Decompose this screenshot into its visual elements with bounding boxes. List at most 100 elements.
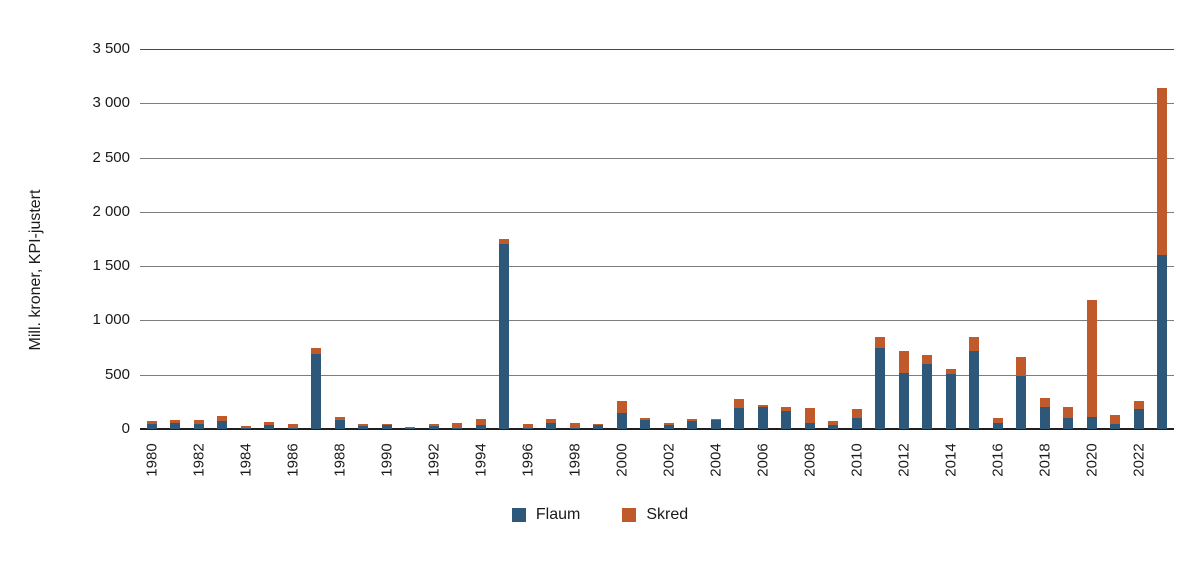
bar-1995-skred (499, 239, 510, 245)
flaum-legend-label: Flaum (535, 506, 581, 523)
x-tick-label-text: 1996 (519, 443, 537, 477)
bar-1981-flaum (170, 423, 181, 429)
bar-2009-flaum (828, 424, 839, 429)
gridline-1000 (140, 320, 1174, 322)
x-tick-label-1982: 1982 (190, 437, 208, 483)
bar-1988-skred (334, 417, 345, 420)
x-tick-label-1980: 1980 (143, 437, 161, 483)
gridline-2500 (140, 157, 1174, 159)
bar-1989-flaum (358, 426, 369, 429)
bar-2000-flaum (616, 412, 627, 429)
bar-1986-skred (287, 424, 298, 429)
bar-1994-skred (475, 418, 486, 425)
bar-1990-skred (381, 423, 392, 426)
bar-2022-flaum (1133, 409, 1144, 429)
bar-1989-skred (358, 423, 369, 427)
x-tick-label-1992: 1992 (425, 437, 443, 483)
x-tick-label-2006: 2006 (754, 437, 772, 483)
bar-2000-skred (616, 400, 627, 413)
bar-2001-flaum (640, 419, 651, 429)
bar-1985-skred (264, 421, 275, 426)
bar-2016-skred (992, 417, 1003, 423)
gridline-3000 (140, 103, 1174, 105)
x-axis-line (140, 428, 1174, 430)
bar-2013-skred (922, 354, 933, 364)
x-tick-label-1984: 1984 (237, 437, 255, 483)
bar-2003-skred (687, 419, 698, 422)
bar-1984-skred (240, 426, 251, 429)
bar-2014-flaum (945, 374, 956, 429)
bar-2001-skred (640, 418, 651, 420)
x-tick-label-2012: 2012 (895, 437, 913, 483)
x-tick-label-2016: 2016 (989, 437, 1007, 483)
gridline-1500 (140, 266, 1174, 268)
bar-2022-skred (1133, 401, 1144, 410)
y-tick-label-500: 500 (104, 365, 130, 383)
bar-1984-flaum (240, 428, 251, 429)
bar-1999-flaum (593, 425, 604, 429)
legend: Flaum Skred (0, 506, 1200, 524)
bar-1980-flaum (146, 424, 157, 429)
bar-1998-flaum (569, 427, 580, 429)
bar-2016-flaum (992, 422, 1003, 429)
bar-2005-flaum (734, 408, 745, 429)
bar-1988-flaum (334, 419, 345, 429)
gridline-500 (140, 374, 1174, 376)
x-tick-label-text: 1988 (331, 443, 349, 477)
bar-1985-flaum (264, 425, 275, 429)
y-tick-label-0: 0 (121, 420, 130, 437)
skred-legend-label: Skred (646, 506, 689, 523)
x-tick-label-2018: 2018 (1036, 437, 1054, 483)
bar-2004-flaum (710, 419, 721, 429)
x-tick-label-2008: 2008 (801, 437, 819, 483)
bar-1990-flaum (381, 425, 392, 429)
y-tick-label-1500: 1 500 (92, 257, 130, 275)
bar-1997-skred (546, 419, 557, 423)
bar-2017-flaum (1016, 375, 1027, 429)
bar-2007-flaum (781, 411, 792, 429)
x-tick-label-1988: 1988 (331, 437, 349, 483)
bar-2013-flaum (922, 363, 933, 429)
bar-2008-skred (804, 407, 815, 424)
bar-2015-skred (969, 337, 980, 351)
x-tick-label-text: 2002 (660, 443, 678, 477)
x-tick-label-text: 2006 (754, 443, 772, 477)
x-tick-label-1994: 1994 (472, 437, 490, 483)
bar-1980-skred (146, 421, 157, 425)
bar-1982-skred (193, 420, 204, 424)
x-tick-label-text: 1990 (378, 443, 396, 477)
bar-1987-skred (311, 348, 322, 355)
bar-1998-skred (569, 423, 580, 428)
bar-1995-flaum (499, 244, 510, 429)
bar-1991-flaum (405, 428, 416, 429)
bar-1991-skred (405, 426, 416, 429)
bar-2009-skred (828, 421, 839, 425)
bar-1983-flaum (217, 421, 228, 429)
bar-1996-skred (522, 424, 533, 429)
x-tick-label-text: 1984 (237, 443, 255, 477)
bar-2020-skred (1086, 300, 1097, 417)
bar-2002-skred (663, 422, 674, 426)
bar-2018-skred (1039, 397, 1050, 408)
x-tick-label-1996: 1996 (519, 437, 537, 483)
bar-2003-flaum (687, 421, 698, 429)
x-tick-label-text: 2008 (801, 443, 819, 477)
y-tick-label-2000: 2 000 (92, 202, 130, 220)
bar-1982-flaum (193, 423, 204, 429)
x-tick-label-2022: 2022 (1130, 437, 1148, 483)
bar-2006-skred (757, 404, 768, 408)
x-tick-label-text: 2016 (989, 443, 1007, 477)
legend-item-flaum: Flaum (511, 506, 581, 524)
bar-2020-flaum (1086, 416, 1097, 429)
x-tick-label-2014: 2014 (942, 437, 960, 483)
x-tick-label-text: 1992 (425, 443, 443, 477)
skred-legend-swatch (622, 508, 637, 522)
x-tick-label-text: 2014 (942, 443, 960, 477)
x-tick-label-text: 2004 (707, 443, 725, 477)
bar-2012-flaum (898, 372, 909, 429)
x-tick-label-2020: 2020 (1083, 437, 1101, 483)
y-tick-label-1000: 1 000 (92, 311, 130, 329)
y-tick-label-3500: 3 500 (92, 40, 130, 57)
bar-1994-flaum (475, 424, 486, 429)
bar-2008-flaum (804, 423, 815, 429)
